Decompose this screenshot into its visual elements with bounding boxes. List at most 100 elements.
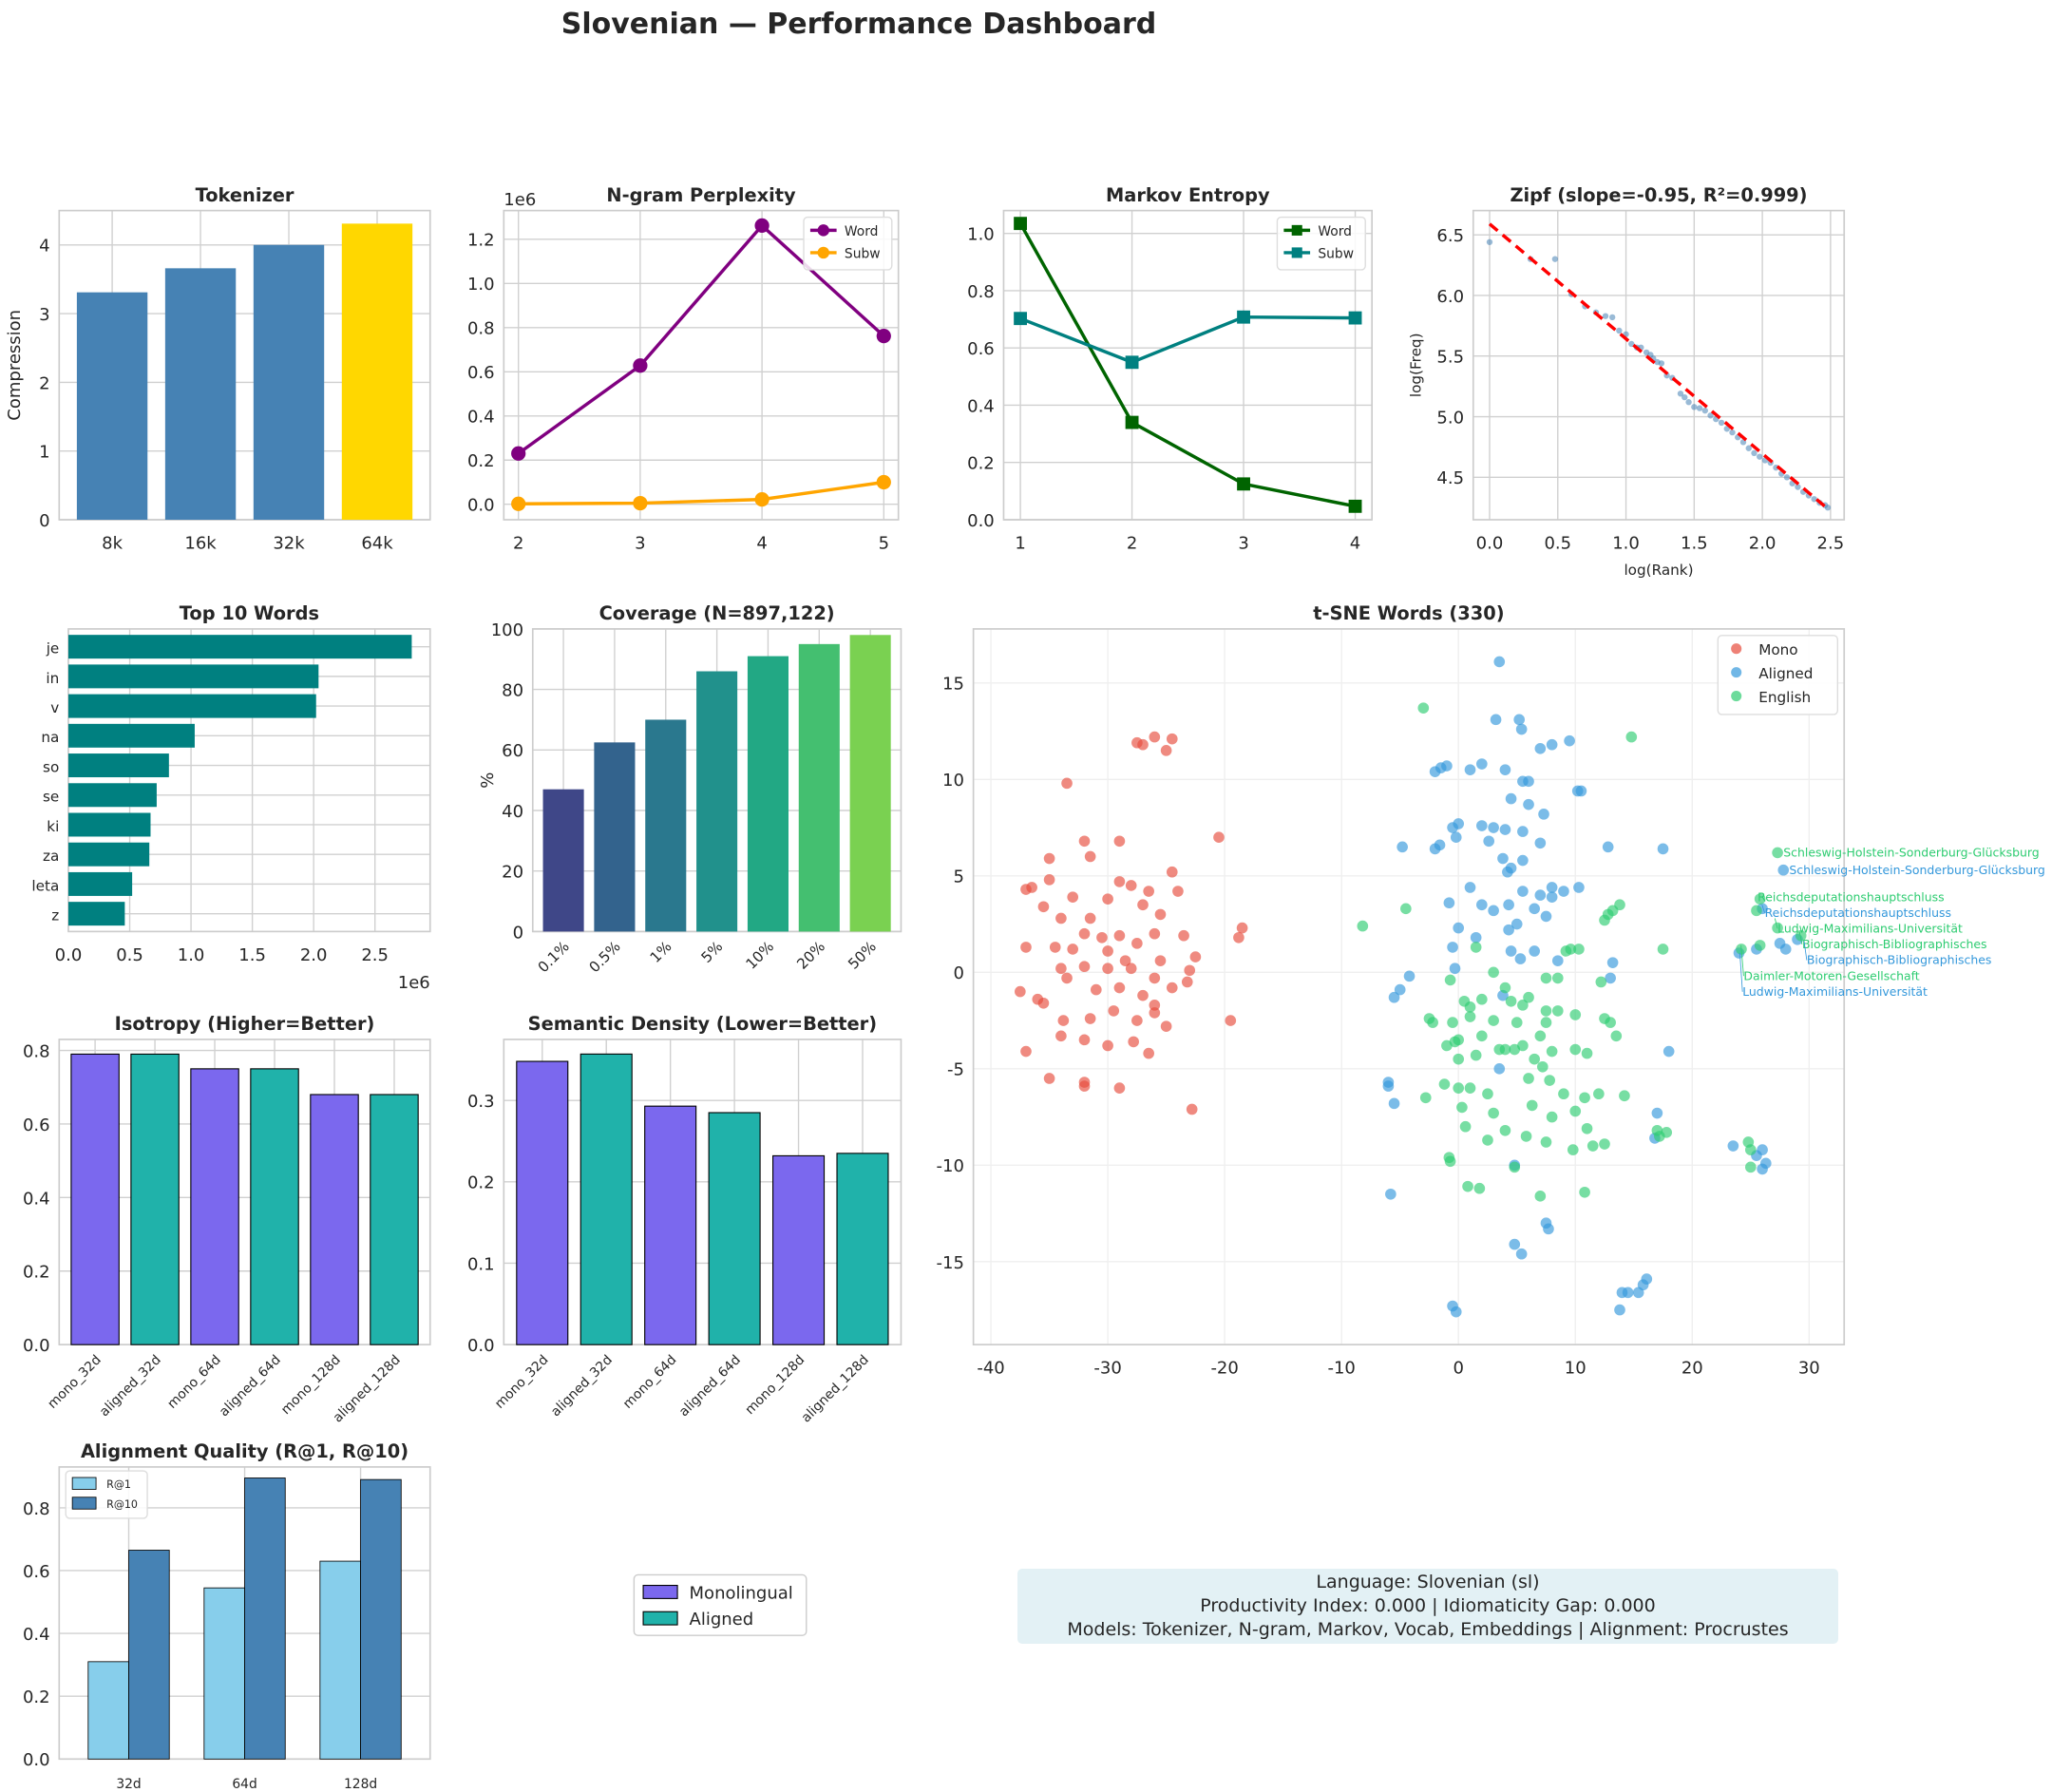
tsne-point-english [1625,731,1638,743]
x-tick-label: 64k [361,533,393,553]
zipf-point [1718,419,1725,427]
tsne-point-aligned [1499,764,1511,775]
x-tick-label: 64d [232,1777,256,1792]
y-tick-label: 20 [502,863,523,883]
tsne-point-aligned [1614,1304,1625,1316]
bar-0.5% [594,742,636,932]
tsne-point-english [1520,1131,1532,1142]
y-tick-label: 15 [942,675,964,695]
tsne-point-mono [1078,1034,1091,1046]
tsne-point-aligned [1540,910,1552,923]
tsne-point-english [1444,1155,1456,1168]
tsne-point-mono [1166,982,1178,994]
bar-mono_128d [310,1094,359,1345]
tsne-point-mono [1057,1015,1070,1026]
zipf-point [1658,360,1665,367]
y-tick-label: 0.6 [23,1115,50,1135]
tsne-point-english [1567,1144,1579,1155]
panel-ngram: 2 3 4 5 0.0 0.2 0.4 0.6 0.8 1.0 1.2 N-gram Perplexi… [467,184,900,553]
y-tick-label: 0.1 [467,1254,495,1274]
tsne-point-mono [1043,852,1055,865]
tsne-point-aligned [1551,955,1564,966]
tsne-point-mono [1096,931,1108,944]
tsne-point-aligned [1602,841,1614,853]
tsne-annotation-leader [1774,918,1778,929]
tsne-point-mono [1113,982,1126,994]
x-tick-label: 128d [344,1777,377,1792]
y-axis-label: Compression [5,310,25,421]
series-line-word [1018,222,1356,508]
bar-aligned_64d [708,1112,761,1345]
tsne-point-aligned [1476,758,1488,770]
tsne-point-mono [1149,1007,1161,1019]
tsne-point-mono [1166,733,1178,745]
tsne-point-aligned [1517,826,1529,837]
bar-64k [341,223,413,520]
y-tick-label: 0.0 [23,1336,50,1356]
embedding-legend: Monolingual Aligned [633,1573,808,1636]
tsne-point-aligned [1464,764,1476,775]
zipf-point [1824,505,1832,511]
bar-R@10-128d [360,1478,402,1760]
x-tick-label: mono_32d [492,1352,552,1412]
tsne-point-english [1551,972,1564,984]
tsne-point-aligned [1505,945,1517,957]
tsne-point-mono [1078,835,1091,848]
data-point [1237,310,1250,324]
tsne-point-aligned [1538,809,1549,820]
tsne-point-aligned [1493,1063,1506,1075]
data-point [876,329,891,344]
tsne-point-english [1651,1124,1663,1136]
x-tick-label: 0.0 [55,945,83,965]
y-tick-label: 4.5 [1436,468,1464,488]
data-point [876,474,891,490]
y-tick-label: 0.0 [23,1750,50,1770]
data-point [511,446,526,461]
y-tick-label: je [46,640,60,658]
tsne-point-aligned [1662,1045,1675,1058]
bar-aligned_128d [370,1094,419,1345]
axes-frame [67,628,431,933]
tsne-point-aligned [1515,723,1528,735]
tsne-point-english [1476,993,1488,1005]
legend-marker-square [1291,247,1302,258]
y-tick-label: 5.5 [1436,348,1464,368]
tsne-point-english [1540,972,1552,984]
y-tick-label: -15 [937,1253,964,1273]
plot-area [59,1039,430,1345]
x-tick-label: 30 [1798,1359,1820,1379]
tsne-point-aligned [1546,738,1558,751]
tsne-point-english [1529,1053,1541,1065]
y-tick-label: 0.4 [967,396,995,416]
tsne-point-english [1569,1105,1582,1117]
bar-R@10-32d [128,1550,170,1760]
tsne-point-english [1610,1030,1623,1042]
plot-area [504,1039,902,1345]
tsne-point-english [1517,1000,1529,1011]
y-tick-label: se [43,789,59,806]
tsne-point-english [1551,1005,1564,1017]
tsne-point-mono [1225,1015,1237,1026]
y-tick-label: 60 [502,741,523,761]
tsne-point-english [1581,1047,1593,1059]
zipf-point [1701,407,1708,414]
tsne-point-aligned [1517,854,1529,867]
tsne-point-english [1488,1015,1499,1026]
x-tick-label: 10 [1565,1359,1586,1379]
tsne-point-mono [1119,955,1131,966]
tsne-point-mono [1108,1005,1120,1017]
zipf-point [1486,238,1493,245]
y-tick-label: v [50,699,59,716]
y-tick-label: 0.8 [23,1499,50,1519]
tsne-point-aligned [1523,775,1534,788]
tsne-annotation: Schleswig-Holstein-Sonderburg-Glücksburg [1789,863,2044,877]
zipf-point [1757,453,1763,460]
tsne-point-english [1441,1039,1453,1052]
x-tick-label: mono_64d [164,1352,224,1412]
tsne-point-aligned [1493,656,1506,668]
x-tick-label: 1.5 [238,945,266,965]
chart-title: Zipf (slope=-0.95, R²=0.999) [1510,184,1807,206]
tsne-point-aligned [1641,1273,1653,1285]
tsne-point-mono [1160,1020,1172,1032]
